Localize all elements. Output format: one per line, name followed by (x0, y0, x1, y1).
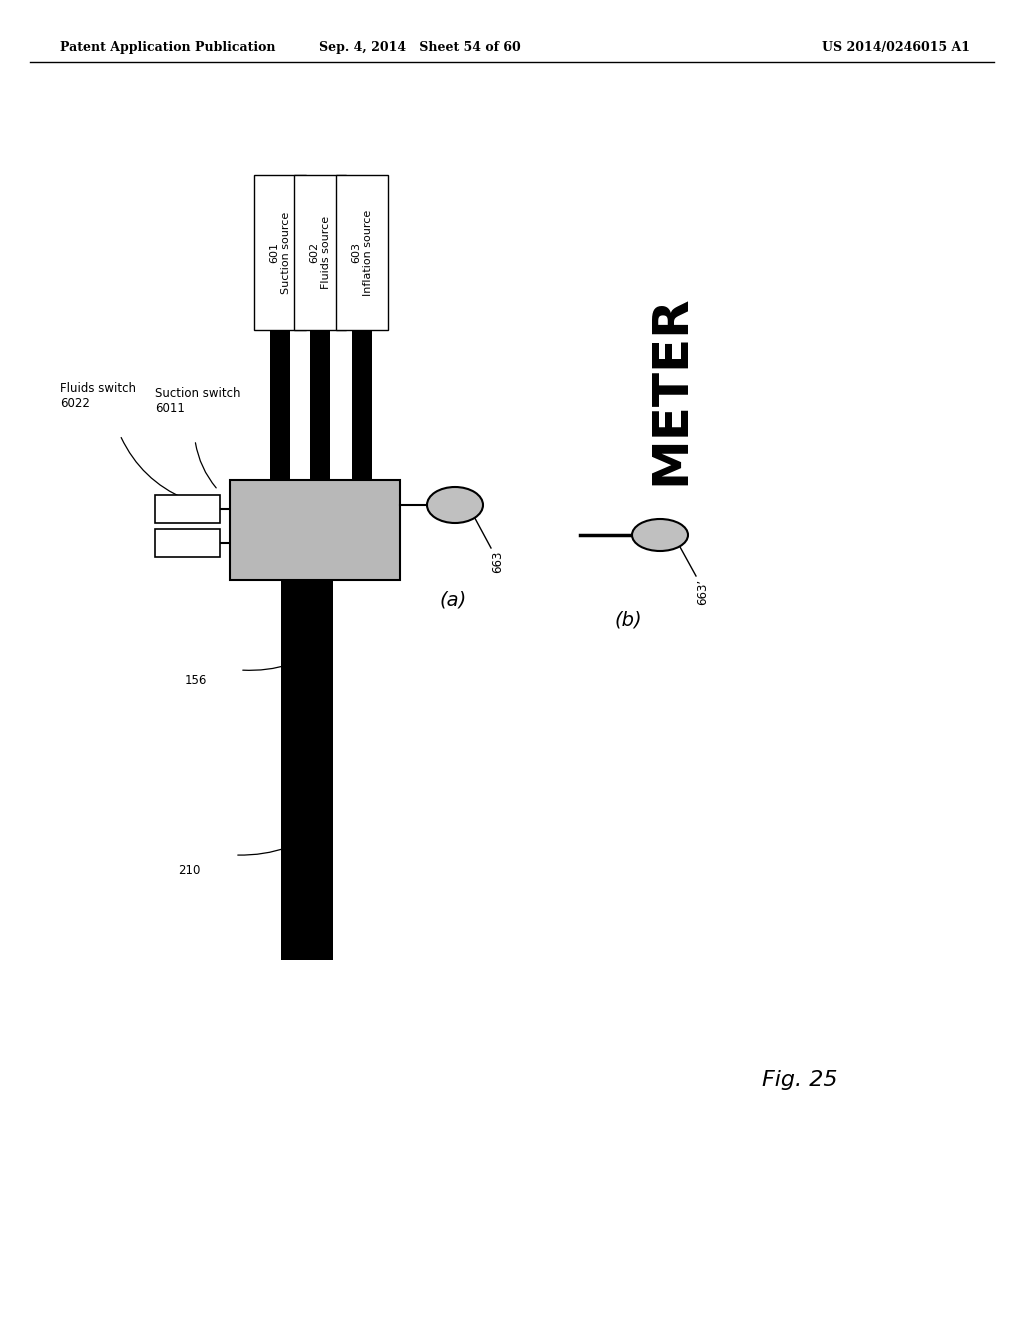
Text: 601
Suction source: 601 Suction source (269, 211, 291, 293)
Text: US 2014/0246015 A1: US 2014/0246015 A1 (822, 41, 970, 54)
Text: 663’: 663’ (696, 579, 709, 605)
Bar (230, 480, 400, 579)
Text: 156: 156 (185, 673, 208, 686)
Bar (254, 176, 306, 330)
Text: Suction switch
6011: Suction switch 6011 (155, 387, 241, 414)
Text: 210: 210 (178, 863, 201, 876)
Bar (310, 330, 330, 480)
Text: Fig. 25: Fig. 25 (762, 1071, 838, 1090)
Ellipse shape (632, 519, 688, 550)
Bar (281, 579, 333, 960)
Text: Sep. 4, 2014   Sheet 54 of 60: Sep. 4, 2014 Sheet 54 of 60 (319, 41, 521, 54)
Bar (155, 495, 220, 523)
Text: (a): (a) (439, 590, 467, 610)
Text: METER: METER (646, 294, 694, 486)
Bar (352, 330, 372, 480)
Bar (294, 176, 346, 330)
Text: 602
Fluids source: 602 Fluids source (309, 216, 331, 289)
Bar (336, 176, 388, 330)
Text: 663: 663 (490, 550, 504, 573)
Text: Fluids switch
6022: Fluids switch 6022 (60, 381, 136, 411)
Ellipse shape (427, 487, 483, 523)
Text: Patent Application Publication: Patent Application Publication (60, 41, 275, 54)
Bar (270, 330, 290, 480)
Text: 603
Inflation source: 603 Inflation source (351, 210, 373, 296)
Text: (b): (b) (614, 610, 642, 630)
Bar (155, 529, 220, 557)
